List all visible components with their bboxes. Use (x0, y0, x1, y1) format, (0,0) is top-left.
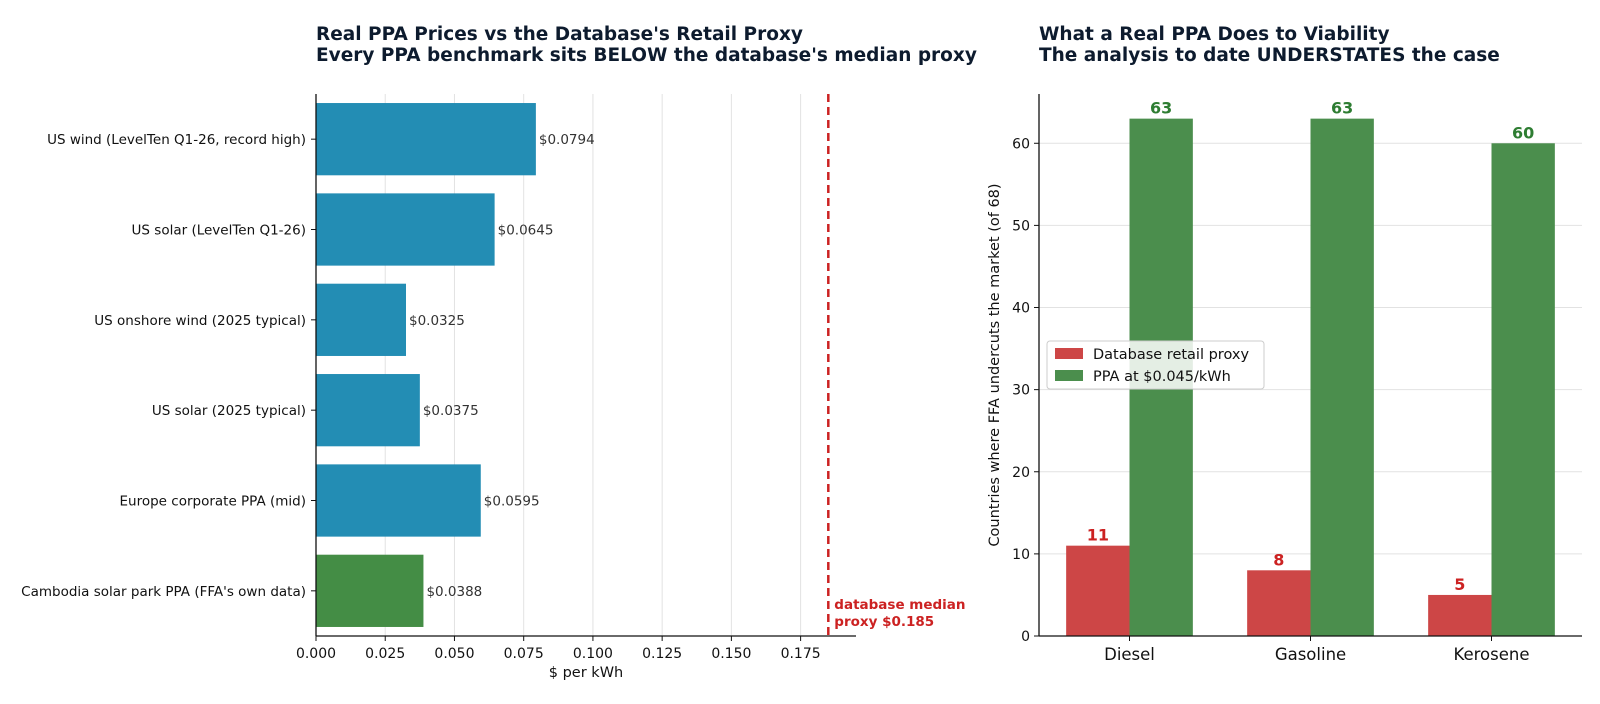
bar (1310, 118, 1374, 637)
y-tick-label: 10 (1012, 547, 1030, 563)
reference-line-label-2: proxy $0.185 (834, 614, 934, 630)
category-label: US onshore wind (2025 typical) (94, 313, 306, 329)
category-label: US solar (LevelTen Q1-26) (132, 223, 306, 239)
bar-value-label: $0.0645 (498, 223, 554, 239)
bar (316, 103, 536, 176)
y-tick-label: 60 (1012, 136, 1030, 152)
category-label: Gasoline (1275, 645, 1346, 664)
right-chart-subtitle: The analysis to date UNDERSTATES the cas… (1039, 45, 1500, 66)
bar-value-label: $0.0388 (426, 584, 482, 600)
bar (1066, 545, 1130, 636)
bar-value-label: $0.0325 (409, 313, 465, 329)
x-tick-label: 0.075 (504, 646, 544, 662)
bar-value-label: 8 (1273, 550, 1284, 569)
bar-value-label: $0.0595 (484, 494, 540, 510)
left-gridlines (384, 94, 802, 636)
legend-swatch (1055, 348, 1083, 359)
category-label: US wind (LevelTen Q1-26, record high) (47, 132, 306, 148)
bar-value-label: 63 (1331, 99, 1353, 118)
x-tick-label: 0.025 (365, 646, 405, 662)
right-y-axis-label: Countries where FFA undercuts the market… (987, 183, 1003, 546)
y-tick-label: 30 (1012, 383, 1030, 399)
x-tick-label: 0.150 (711, 646, 751, 662)
bar (1247, 570, 1311, 636)
right-axes: 0 10 20 30 40 50 60 Diesel Gasoline Kerosene (1012, 94, 1582, 664)
left-axes: 0.000 0.025 0.050 0.075 0.100 0.125 0.150 0.175… (21, 94, 856, 662)
bar (316, 554, 424, 627)
x-tick-label: 0.175 (781, 646, 821, 662)
x-tick-label: 0.100 (573, 646, 613, 662)
left-x-axis-label: $ per kWh (549, 665, 623, 681)
bar-value-label: 63 (1150, 99, 1172, 118)
reference-line-label-1: database median (834, 597, 965, 613)
left-chart-title: Real PPA Prices vs the Database's Retail… (316, 24, 803, 45)
right-bars: 11 63 8 63 5 60 (1066, 99, 1555, 637)
bar (1491, 143, 1555, 637)
category-label: US solar (2025 typical) (152, 403, 306, 419)
category-label: Kerosene (1453, 645, 1529, 664)
bar (316, 193, 495, 266)
y-tick-label: 40 (1012, 301, 1030, 317)
bar (316, 464, 481, 537)
left-bars: $0.0794 $0.0645 $0.0325 $0.0375 $0.0595 $0.03… (316, 103, 595, 627)
x-tick-label: 0.050 (434, 646, 474, 662)
x-tick-label: 0.000 (296, 646, 336, 662)
bar-value-label: 60 (1512, 123, 1534, 142)
left-panel: Real PPA Prices vs the Database's Retail… (21, 24, 977, 681)
category-label: Cambodia solar park PPA (FFA's own data) (21, 584, 306, 600)
left-chart-subtitle: Every PPA benchmark sits BELOW the datab… (316, 45, 977, 66)
legend-entry-label: PPA at $0.045/kWh (1093, 369, 1231, 385)
reference-line-group: database median proxy $0.185 (827, 94, 966, 636)
bar (316, 283, 406, 356)
bar-value-label: $0.0794 (539, 132, 595, 148)
bar-value-label: 11 (1087, 526, 1109, 545)
bar-value-label: 5 (1454, 575, 1465, 594)
right-panel: What a Real PPA Does to Viability The an… (987, 24, 1582, 664)
bar (1428, 594, 1492, 636)
y-tick-label: 20 (1012, 465, 1030, 481)
category-label: Diesel (1104, 645, 1155, 664)
legend-swatch (1055, 370, 1083, 381)
y-tick-label: 50 (1012, 218, 1030, 234)
legend-entry-label: Database retail proxy (1093, 347, 1249, 363)
legend-box (1046, 340, 1265, 390)
right-chart-title: What a Real PPA Does to Viability (1039, 24, 1390, 45)
y-tick-label: 0 (1021, 629, 1030, 645)
legend: Database retail proxy PPA at $0.045/kWh (1046, 340, 1265, 390)
bar-value-label: $0.0375 (423, 403, 479, 419)
category-label: Europe corporate PPA (mid) (120, 494, 307, 510)
bar (316, 374, 420, 447)
x-tick-label: 0.125 (642, 646, 682, 662)
